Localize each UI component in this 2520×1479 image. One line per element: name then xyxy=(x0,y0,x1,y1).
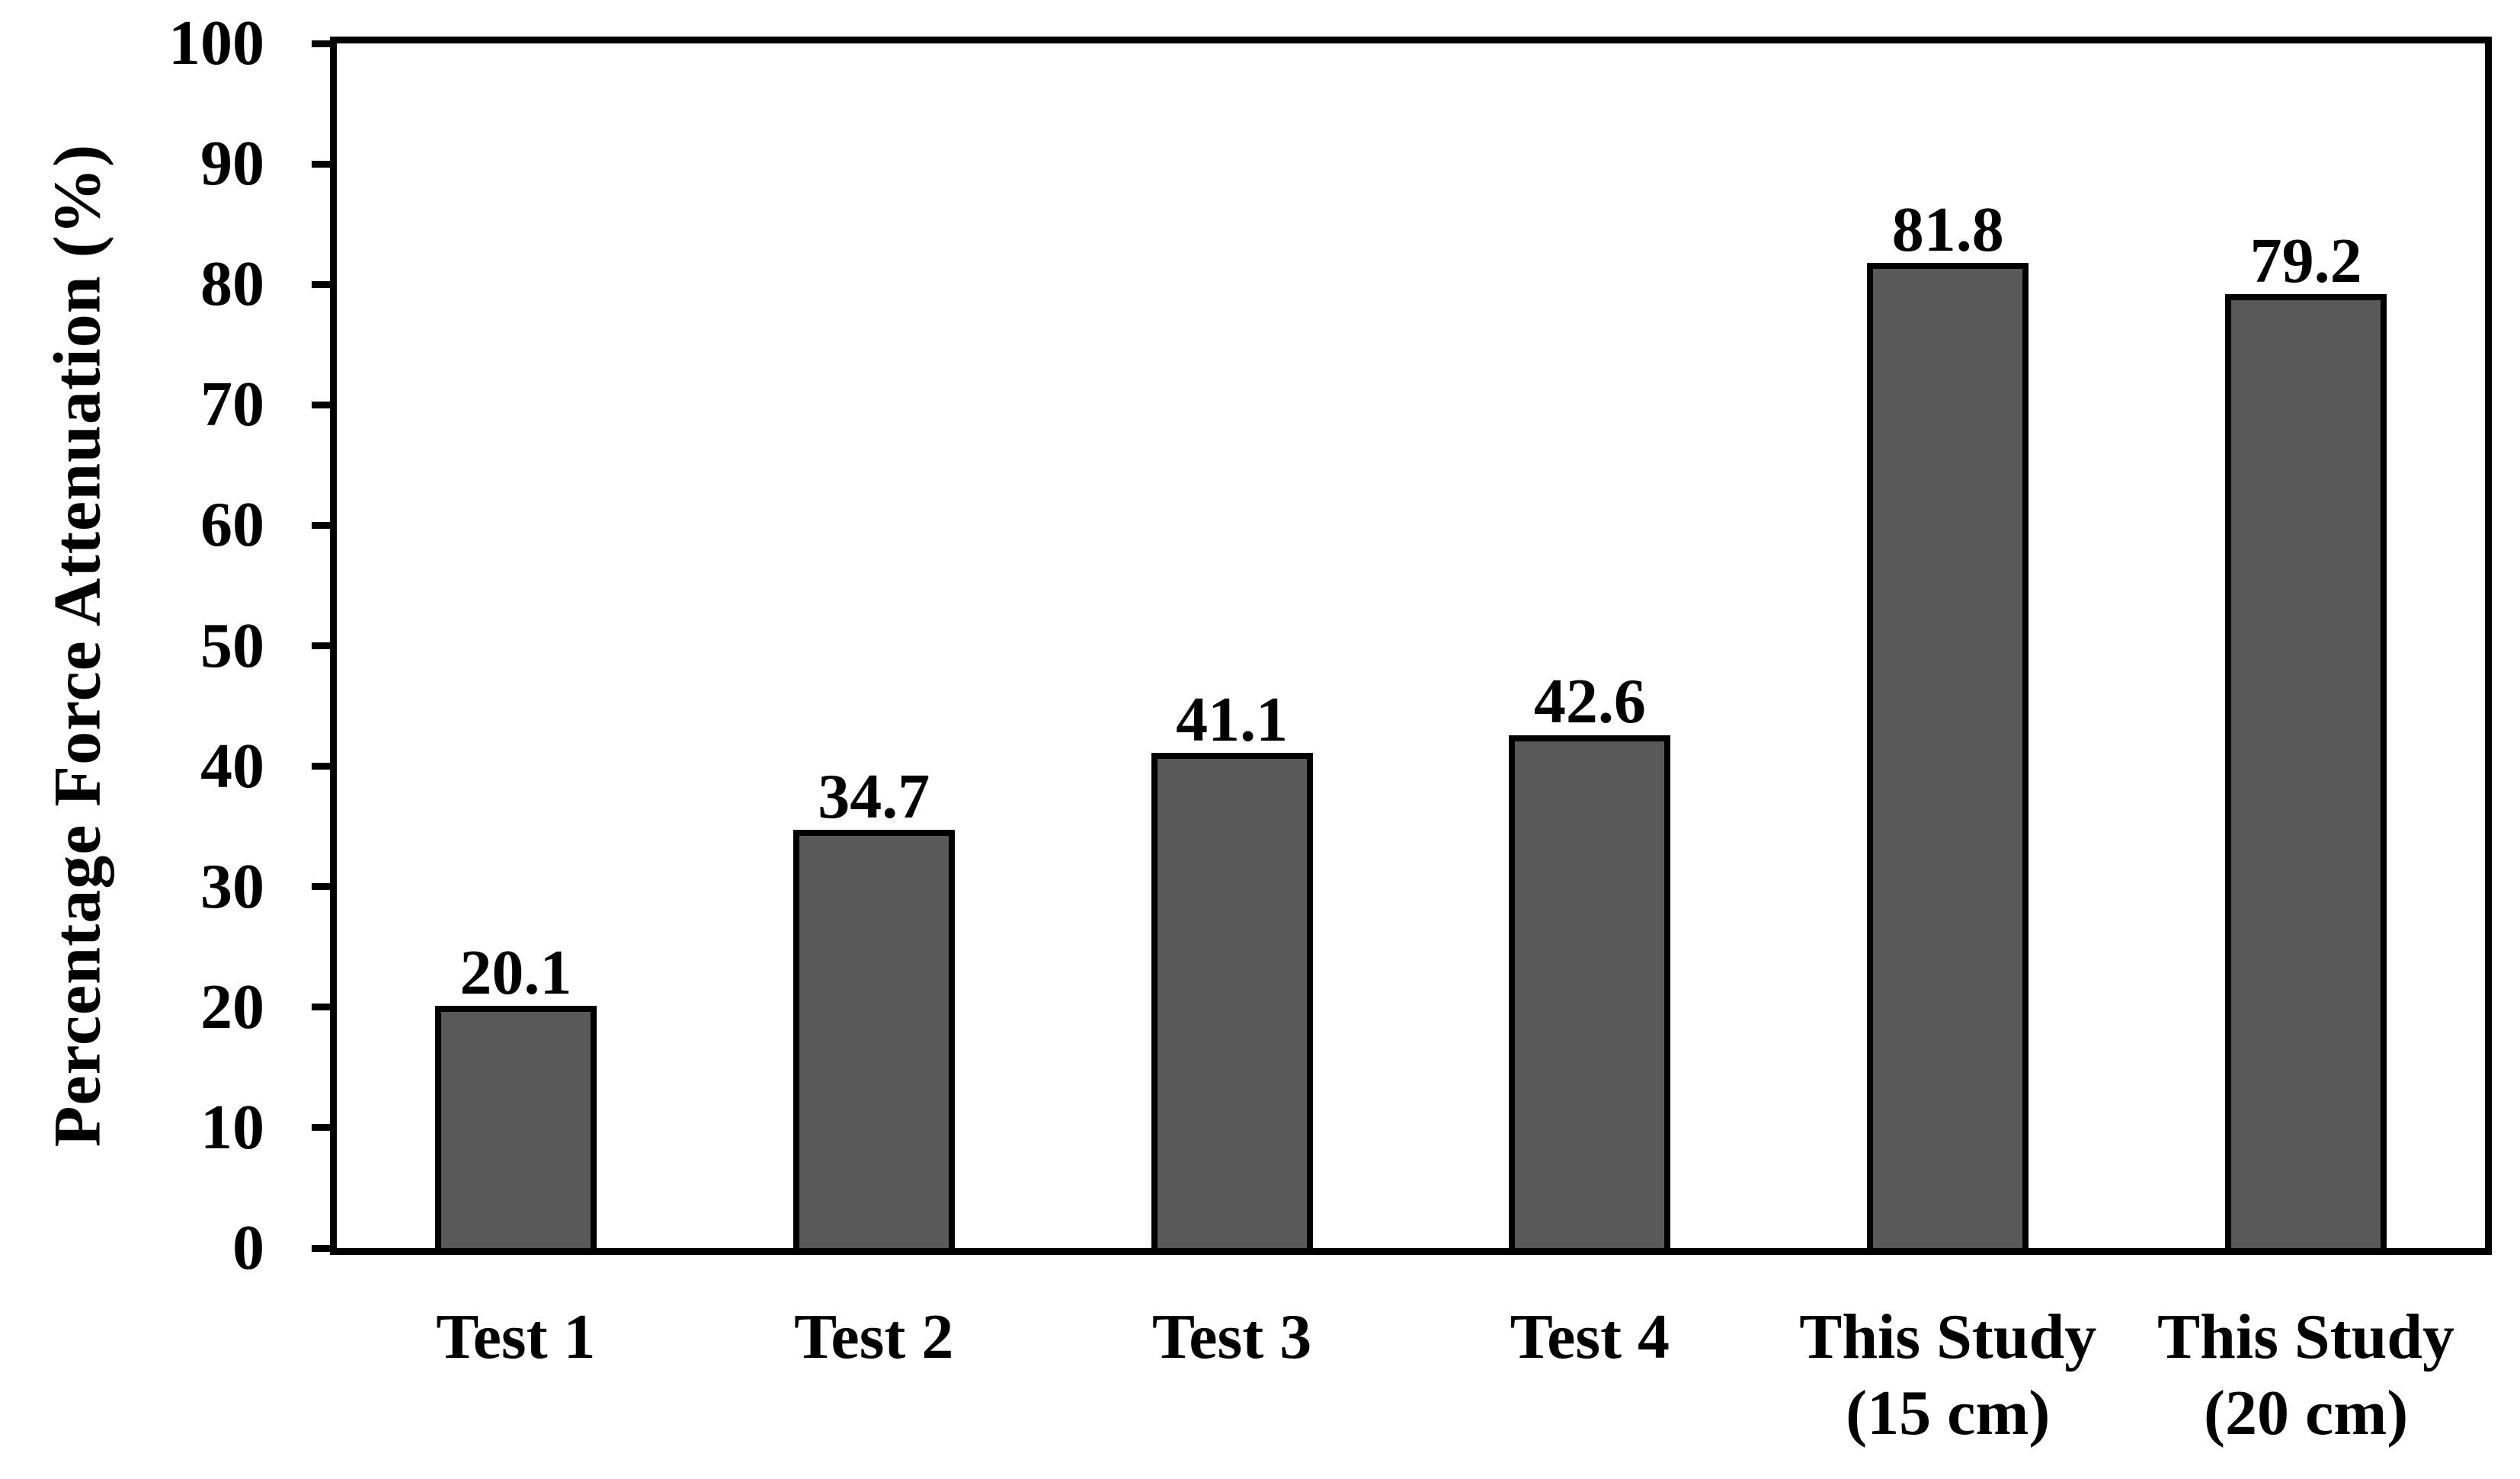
x-category-label: This Study (15 cm) xyxy=(1757,1299,2138,1452)
y-tick-label: 100 xyxy=(168,8,264,78)
bar-value-label: 42.6 xyxy=(1533,666,1646,738)
x-category-label-line: Test 3 xyxy=(1151,1301,1312,1372)
y-tick-label: 60 xyxy=(200,489,264,561)
y-tick-label: 10 xyxy=(200,1091,264,1163)
x-category-label-line: (20 cm) xyxy=(2203,1378,2409,1449)
y-tick-label: 30 xyxy=(200,850,264,922)
bar xyxy=(434,1006,597,1248)
y-tick-mark xyxy=(312,521,330,529)
x-category-label: Test 2 xyxy=(684,1299,1065,1375)
x-category-label: Test 1 xyxy=(325,1299,706,1375)
y-tick-label: 80 xyxy=(200,248,264,320)
bar-value-label: 41.1 xyxy=(1176,684,1289,756)
x-category-label-line: This Study xyxy=(2157,1301,2455,1372)
bar xyxy=(1867,262,2029,1248)
x-category-label-line: This Study xyxy=(1799,1301,2097,1372)
y-tick-mark xyxy=(312,1124,330,1132)
x-category-label: Test 4 xyxy=(1399,1299,1780,1375)
x-category-label-line: Test 2 xyxy=(794,1301,954,1372)
y-tick-mark xyxy=(312,642,330,649)
y-tick-mark xyxy=(312,1004,330,1011)
bar-value-label: 81.8 xyxy=(1891,194,2004,265)
bar-value-label: 20.1 xyxy=(459,937,572,1009)
x-category-label-line: (15 cm) xyxy=(1846,1378,2051,1449)
bar xyxy=(2225,293,2387,1248)
y-tick-label: 40 xyxy=(200,730,264,802)
bar-value-label: 79.2 xyxy=(2249,225,2362,296)
x-category-label: Test 3 xyxy=(1042,1299,1423,1375)
y-tick-label: 70 xyxy=(200,369,264,440)
y-tick-label: 50 xyxy=(200,610,264,681)
y-tick-label: 0 xyxy=(232,1212,264,1283)
x-category-label-line: Test 4 xyxy=(1510,1301,1670,1372)
bar xyxy=(1509,735,1671,1248)
bar-value-label: 34.7 xyxy=(818,761,930,833)
y-tick-mark xyxy=(312,883,330,891)
y-tick-mark xyxy=(312,401,330,408)
bar xyxy=(793,830,955,1248)
x-category-label-line: Test 1 xyxy=(436,1301,596,1372)
y-tick-label: 90 xyxy=(200,128,264,200)
y-tick-label: 20 xyxy=(200,971,264,1042)
y-tick-mark xyxy=(312,280,330,288)
y-tick-mark xyxy=(312,1244,330,1252)
x-category-label: This Study (20 cm) xyxy=(2115,1299,2496,1452)
y-tick-mark xyxy=(312,160,330,168)
plot-area: 0 10 20 30 40 50 60 70 80 90 100 20.1 Test 1 34.7 Test… xyxy=(168,11,2492,1449)
y-tick-mark xyxy=(312,40,330,47)
bar xyxy=(1151,753,1313,1248)
y-tick-mark xyxy=(312,763,330,770)
